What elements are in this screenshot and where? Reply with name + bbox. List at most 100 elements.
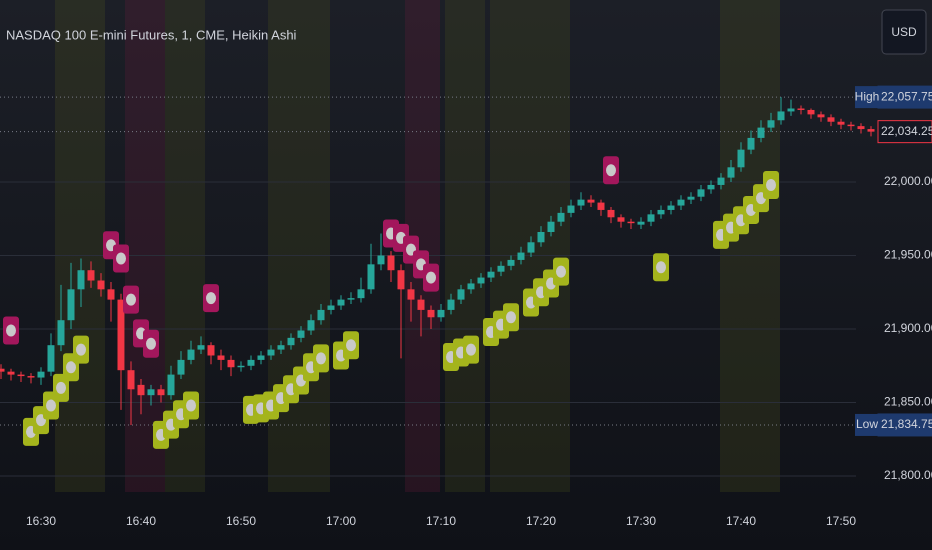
candle-body xyxy=(37,371,45,378)
x-tick-label: 16:40 xyxy=(126,514,156,528)
price-tag-name-box xyxy=(855,413,879,436)
signal-icon xyxy=(76,343,86,356)
signal-icon xyxy=(46,399,56,412)
candle-body xyxy=(597,202,605,210)
y-tick-label: 21,950.00 xyxy=(884,248,932,262)
candle-body xyxy=(477,277,485,284)
candle-body xyxy=(447,299,455,310)
price-tag-label: 22,034.25 xyxy=(881,124,932,138)
candle-body xyxy=(847,124,855,127)
candle-body xyxy=(307,320,315,331)
candle-body xyxy=(647,214,655,222)
price-tag-label: 22,057.75 xyxy=(881,89,932,103)
price-tag-label: 21,834.75 xyxy=(881,417,932,431)
x-tick-label: 16:50 xyxy=(226,514,256,528)
candle-body xyxy=(87,270,95,281)
candle-body xyxy=(567,205,575,213)
candle-body xyxy=(557,212,565,222)
signal-icon xyxy=(656,261,666,274)
signal-icon xyxy=(466,343,476,356)
candle-body xyxy=(147,389,155,396)
signal-icon xyxy=(346,339,356,352)
candle-body xyxy=(817,114,825,118)
chart-title: NASDAQ 100 E-mini Futures, 1, CME, Heiki… xyxy=(6,27,297,42)
candle-body xyxy=(267,349,275,356)
candle-body xyxy=(287,337,295,346)
candle-body xyxy=(157,389,165,396)
signal-marker xyxy=(313,344,329,373)
signal-marker xyxy=(343,331,359,360)
x-tick-label: 17:00 xyxy=(326,514,356,528)
signal-icon xyxy=(426,271,436,284)
candle-body xyxy=(237,365,245,368)
candle-body xyxy=(627,221,635,224)
signal-marker xyxy=(553,257,569,286)
currency[interactable]: USD xyxy=(891,25,917,39)
signal-icon xyxy=(56,381,66,394)
candle-body xyxy=(397,270,405,290)
price-tag-name: Low xyxy=(856,417,878,431)
signal-marker xyxy=(503,303,519,332)
candle-body xyxy=(377,255,385,265)
currency-button[interactable] xyxy=(881,9,927,55)
price-tag-name: High xyxy=(855,89,880,103)
candle-body xyxy=(657,209,665,215)
candle-body xyxy=(867,129,875,132)
signal-icon xyxy=(556,265,566,278)
candle-body xyxy=(437,309,445,318)
candle-body xyxy=(507,259,515,266)
x-tick-label: 17:40 xyxy=(726,514,756,528)
candle-body xyxy=(737,149,745,168)
signal-icon xyxy=(146,337,156,350)
candle-body xyxy=(747,137,755,150)
candle-body xyxy=(427,309,435,318)
signal-marker xyxy=(463,335,479,364)
candle-body xyxy=(497,265,505,272)
signal-marker xyxy=(143,329,159,358)
candle-body xyxy=(127,370,135,390)
candle-body xyxy=(527,242,535,253)
candle-body xyxy=(367,264,375,290)
candle-body xyxy=(517,252,525,260)
signal-marker xyxy=(603,156,619,185)
candle-body xyxy=(277,345,285,350)
signal-marker xyxy=(653,253,669,282)
candle-body xyxy=(807,109,815,115)
candle-body xyxy=(57,320,65,346)
signal-icon xyxy=(506,311,516,324)
candle-body xyxy=(687,196,695,200)
candle-body xyxy=(317,309,325,321)
candle-body xyxy=(97,280,105,290)
signal-icon xyxy=(316,352,326,365)
candle-body xyxy=(677,199,685,206)
y-tick-label: 22,000.00 xyxy=(884,174,932,188)
candle-body xyxy=(637,221,645,225)
signal-icon xyxy=(186,399,196,412)
x-tick-label: 16:30 xyxy=(26,514,56,528)
signal-marker xyxy=(73,335,89,364)
signal-marker xyxy=(113,244,129,273)
candle-body xyxy=(587,199,595,203)
candle-body xyxy=(417,299,425,310)
session-bands xyxy=(55,0,780,492)
candle-body xyxy=(717,177,725,185)
candle-body xyxy=(547,221,555,232)
price-tag-name-box xyxy=(855,86,879,109)
candle-body xyxy=(617,217,625,222)
candle-body xyxy=(457,289,465,300)
candle-body xyxy=(857,126,865,130)
candle-body xyxy=(697,189,705,197)
x-tick-label: 17:20 xyxy=(526,514,556,528)
candle-body xyxy=(607,209,615,218)
signal-marker xyxy=(423,263,439,292)
signal-marker xyxy=(203,284,219,313)
signal-icon xyxy=(206,292,216,305)
candle-body xyxy=(197,345,205,350)
candle-body xyxy=(337,299,345,306)
candle-body xyxy=(707,184,715,190)
candle-body xyxy=(7,371,15,375)
signal-icon xyxy=(66,361,76,374)
signal-marker xyxy=(123,285,139,314)
